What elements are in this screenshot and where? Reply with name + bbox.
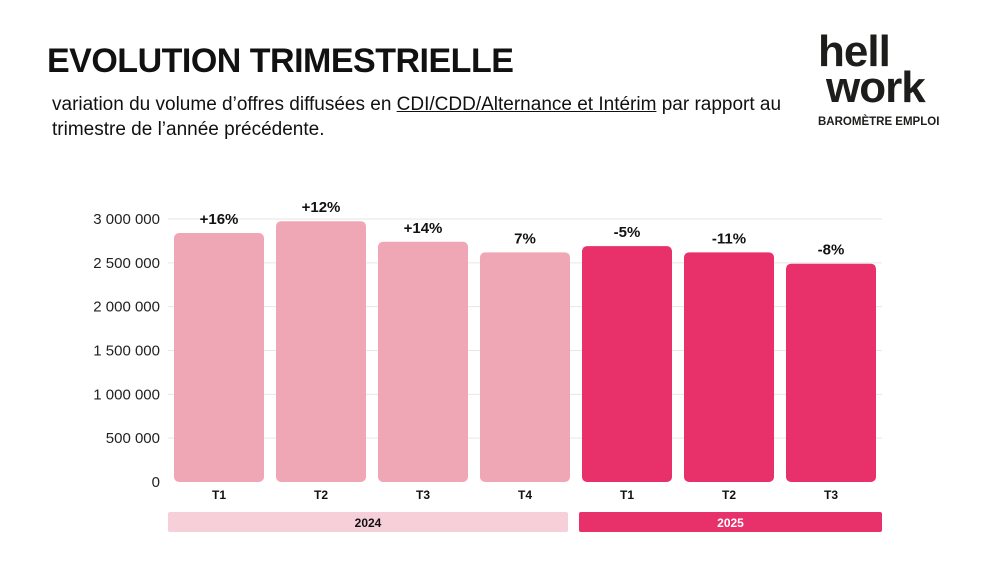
bar bbox=[582, 246, 672, 482]
y-tick-label: 0 bbox=[152, 474, 160, 491]
data-label: 7% bbox=[514, 230, 536, 247]
logo-tagline: BAROMÈTRE EMPLOI bbox=[818, 116, 940, 128]
y-tick-label: 3 000 000 bbox=[93, 211, 160, 228]
hellowork-logo: hell work BAROMÈTRE EMPLOI bbox=[818, 27, 968, 129]
data-label: +12% bbox=[302, 199, 341, 216]
x-tick-label: T1 bbox=[620, 488, 634, 502]
bar bbox=[684, 252, 774, 482]
y-tick-label: 1 000 000 bbox=[93, 386, 160, 403]
x-tick-label: T4 bbox=[518, 488, 532, 502]
data-label: -8% bbox=[818, 242, 845, 259]
subtitle-underlined: CDI/CDD/Alternance et Intérim bbox=[396, 94, 657, 115]
y-tick-label: 500 000 bbox=[106, 430, 160, 447]
x-tick-label: T2 bbox=[722, 488, 736, 502]
bar bbox=[480, 252, 570, 482]
data-label: +14% bbox=[404, 220, 443, 237]
data-label: -11% bbox=[712, 230, 746, 247]
subtitle-text: variation du volume d’offres diffusées e… bbox=[52, 94, 397, 115]
subtitle-text-end: par rapport au trimestre de l’année préc… bbox=[52, 94, 782, 140]
data-label: -5% bbox=[614, 224, 641, 241]
y-tick-label: 1 500 000 bbox=[93, 343, 160, 360]
bar bbox=[174, 233, 264, 482]
x-tick-label: T1 bbox=[212, 488, 226, 502]
x-tick-label: T3 bbox=[824, 488, 838, 502]
year-band bbox=[579, 512, 882, 532]
year-label: 2024 bbox=[355, 516, 382, 530]
x-tick-label: T3 bbox=[416, 488, 430, 502]
bar bbox=[786, 263, 876, 482]
y-tick-label: 2 000 000 bbox=[93, 299, 160, 316]
data-label: +16% bbox=[200, 211, 239, 228]
year-label: 2025 bbox=[717, 516, 744, 530]
bar bbox=[276, 221, 366, 483]
chart-subtitle: variation du volume d’offres diffusées e… bbox=[52, 92, 812, 142]
y-tick-label: 2 500 000 bbox=[93, 255, 160, 272]
bar bbox=[378, 241, 468, 482]
year-band bbox=[168, 512, 568, 532]
chart-title: EVOLUTION TRIMESTRIELLE bbox=[47, 42, 514, 80]
logo-line2: work bbox=[826, 63, 926, 112]
x-tick-label: T2 bbox=[314, 488, 328, 502]
logo-line1: hell bbox=[818, 27, 891, 76]
